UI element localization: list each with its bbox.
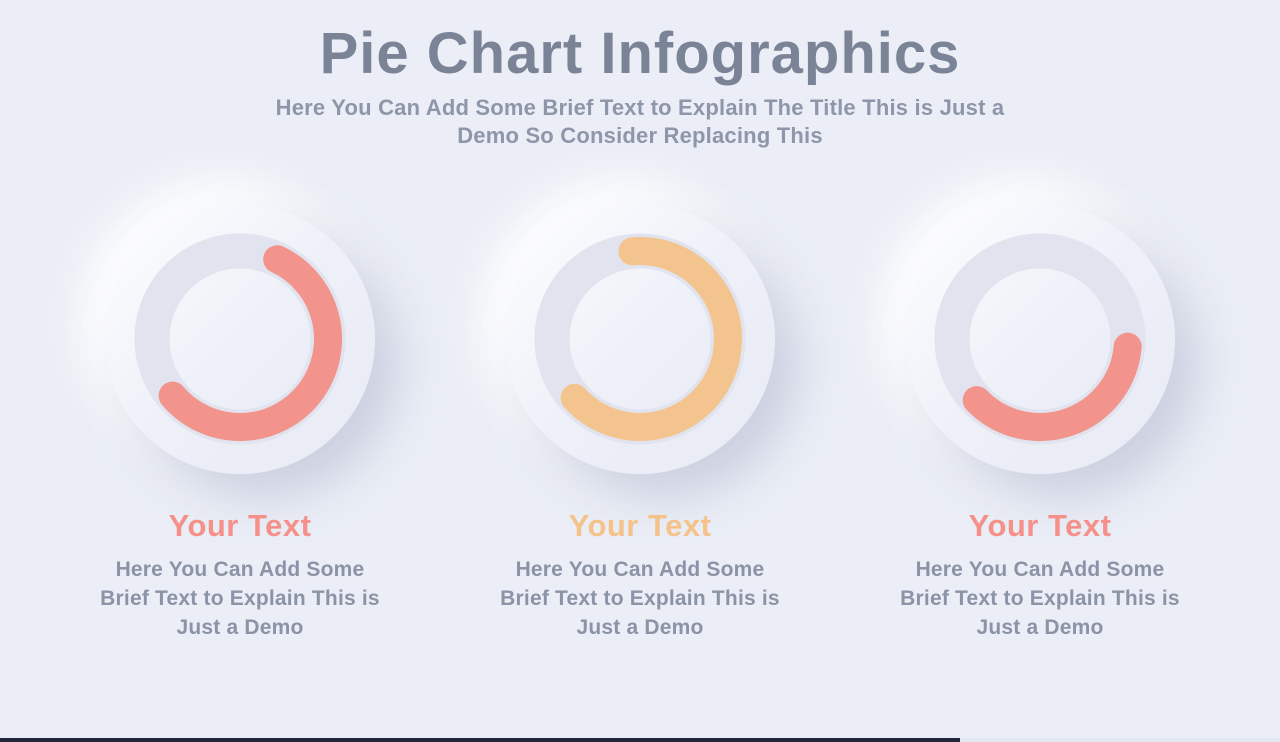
donut-progress-arc xyxy=(158,245,342,442)
page-subtitle: Here You Can Add Some Brief Text to Expl… xyxy=(275,94,1005,149)
item-description: Here You Can Add Some Brief Text to Expl… xyxy=(900,558,1180,640)
page-title: Pie Chart Infographics xyxy=(319,21,961,86)
donut-ring-svg xyxy=(534,233,746,445)
donut-column: Your Text Here You Can Add Some Brief Te… xyxy=(840,204,1240,643)
bottom-progress-bar[interactable] xyxy=(0,738,1280,742)
donut-column: Your Text Here You Can Add Some Brief Te… xyxy=(440,204,840,643)
donut-columns: Your Text Here You Can Add Some Brief Te… xyxy=(0,204,1280,643)
item-description: Here You Can Add Some Brief Text to Expl… xyxy=(500,558,780,640)
bottom-progress-fill xyxy=(0,738,960,742)
donut-column: Your Text Here You Can Add Some Brief Te… xyxy=(40,204,440,643)
donut-chart xyxy=(505,204,775,475)
donut-chart xyxy=(105,204,375,475)
item-title: Your Text xyxy=(568,508,712,544)
item-title: Your Text xyxy=(168,508,312,544)
item-description: Here You Can Add Some Brief Text to Expl… xyxy=(100,558,380,640)
item-title: Your Text xyxy=(968,508,1112,544)
donut-chart xyxy=(905,204,1175,475)
donut-progress-arc xyxy=(962,332,1142,442)
slide-canvas: Pie Chart Infographics Here You Can Add … xyxy=(0,21,1280,742)
donut-progress-arc xyxy=(560,237,742,442)
donut-ring-svg xyxy=(934,233,1146,445)
donut-ring-svg xyxy=(134,233,346,445)
